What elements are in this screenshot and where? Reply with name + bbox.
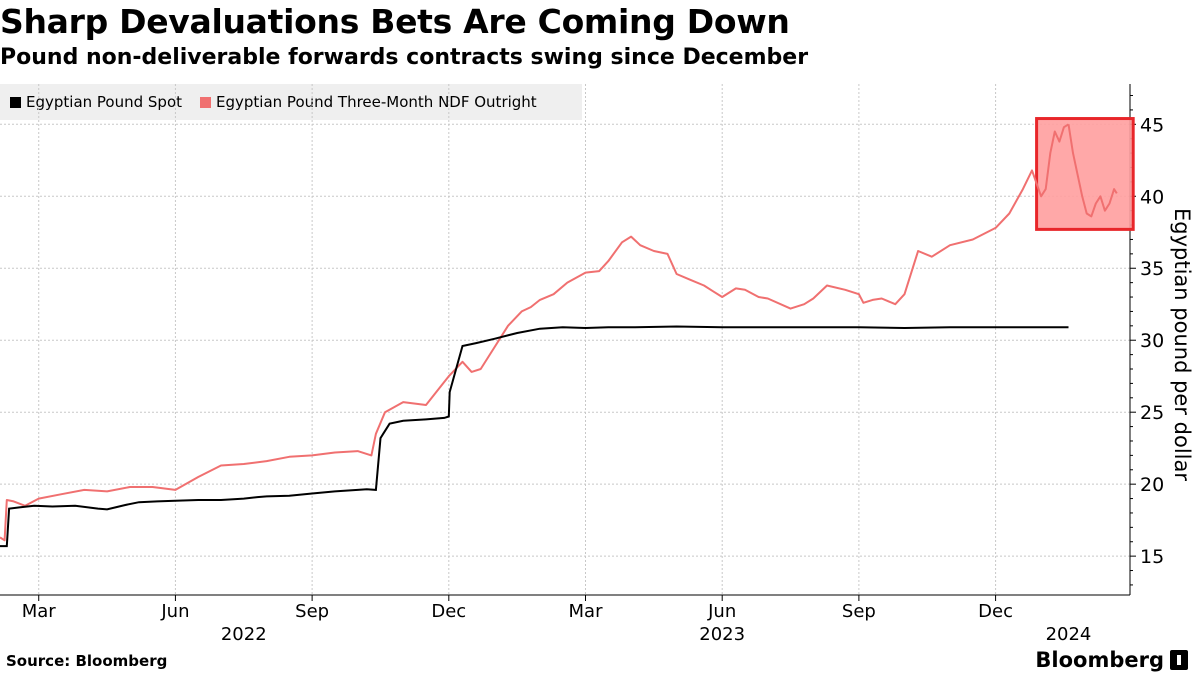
legend-label-spot: Egyptian Pound Spot xyxy=(26,93,183,111)
x-tick-label: Sep xyxy=(842,601,876,622)
x-tick-label: Dec xyxy=(431,601,466,622)
x-tick-label: Jun xyxy=(160,601,189,622)
series-line-ndf-tail xyxy=(1067,124,1118,218)
y-tick-label: 35 xyxy=(1140,258,1164,280)
x-year-label: 2024 xyxy=(1046,624,1092,645)
y-axis-label: Egyptian pound per dollar xyxy=(1170,208,1194,481)
y-tick-label: 45 xyxy=(1140,114,1164,136)
chart-subtitle: Pound non-deliverable forwards contracts… xyxy=(0,45,809,70)
highlight-box xyxy=(1035,117,1135,231)
chart-title: Sharp Devaluations Bets Are Coming Down xyxy=(0,2,790,41)
y-tick-label: 15 xyxy=(1140,546,1164,568)
x-tick-label: Mar xyxy=(569,601,604,622)
legend-label-ndf: Egyptian Pound Three-Month NDF Outright xyxy=(216,93,537,111)
y-tick-label: 20 xyxy=(1140,474,1164,496)
legend-swatch-ndf xyxy=(200,96,212,108)
series-line-spot xyxy=(0,325,1069,548)
source-note: Source: Bloomberg xyxy=(6,652,168,670)
brand-name: Bloomberg xyxy=(1035,648,1164,672)
y-tick-label: 40 xyxy=(1140,186,1164,208)
legend-item-spot: Egyptian Pound Spot xyxy=(10,93,182,111)
legend-swatch-spot xyxy=(10,96,21,108)
bloomberg-logo: Bloomberg xyxy=(1035,648,1188,672)
x-tick-label: Sep xyxy=(295,601,329,622)
x-tick-label: Mar xyxy=(22,601,57,622)
x-tick-label: Jun xyxy=(707,601,736,622)
x-tick-label: Dec xyxy=(978,601,1013,622)
x-year-label: 2022 xyxy=(221,624,267,645)
x-year-label: 2023 xyxy=(699,624,745,645)
legend: Egyptian Pound Spot Egyptian Pound Three… xyxy=(0,84,582,120)
bloomberg-terminal-icon xyxy=(1170,650,1188,670)
series-line-ndf xyxy=(0,123,1070,542)
legend-item-ndf: Egyptian Pound Three-Month NDF Outright xyxy=(200,93,537,111)
y-tick-label: 25 xyxy=(1140,402,1164,424)
y-tick-label: 30 xyxy=(1140,330,1164,352)
